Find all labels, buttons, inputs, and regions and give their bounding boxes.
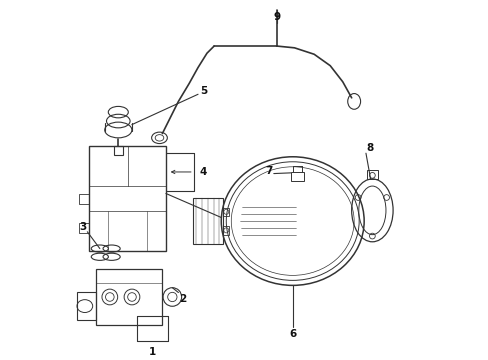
Bar [77, 292, 96, 320]
Text: 5: 5 [200, 86, 206, 96]
Text: 4: 4 [199, 167, 206, 177]
Text: 7: 7 [264, 166, 272, 176]
Bar [89, 146, 165, 251]
Text: 3: 3 [79, 222, 86, 232]
Bar [366, 170, 377, 179]
Text: 8: 8 [365, 143, 372, 153]
Text: 9: 9 [272, 13, 280, 22]
Text: 1: 1 [148, 347, 156, 357]
Bar [96, 269, 162, 325]
Text: 6: 6 [288, 329, 296, 339]
Bar [192, 198, 223, 244]
Bar [223, 207, 229, 216]
Text: 2: 2 [179, 294, 186, 303]
Bar [290, 172, 303, 181]
Bar [223, 226, 229, 235]
Bar [79, 223, 89, 233]
Bar [113, 146, 122, 155]
Bar [79, 194, 89, 204]
